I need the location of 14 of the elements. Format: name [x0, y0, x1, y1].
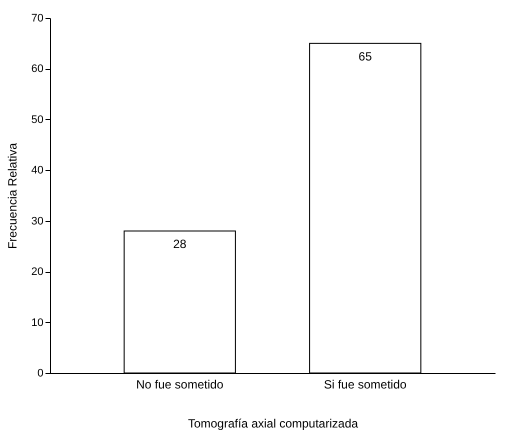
y-tick-label: 20: [31, 266, 44, 278]
y-tick-label: 0: [37, 368, 44, 380]
y-tick-label: 70: [31, 12, 44, 24]
x-tick-label: Si fue sometido: [324, 378, 407, 392]
y-tick-label: 40: [31, 164, 44, 177]
y-axis-title: Frecuencia Relativa: [5, 142, 20, 250]
y-tick-label: 10: [31, 316, 44, 329]
y-tick-label: 50: [31, 114, 44, 126]
data-label: 28: [173, 237, 187, 251]
y-tick-label: 30: [31, 215, 44, 228]
x-axis-title: Tomografía axial computarizada: [188, 416, 358, 430]
x-tick-label: No fue sometido: [136, 378, 224, 392]
data-label: 65: [358, 49, 372, 64]
y-tick-label: 60: [31, 63, 44, 76]
